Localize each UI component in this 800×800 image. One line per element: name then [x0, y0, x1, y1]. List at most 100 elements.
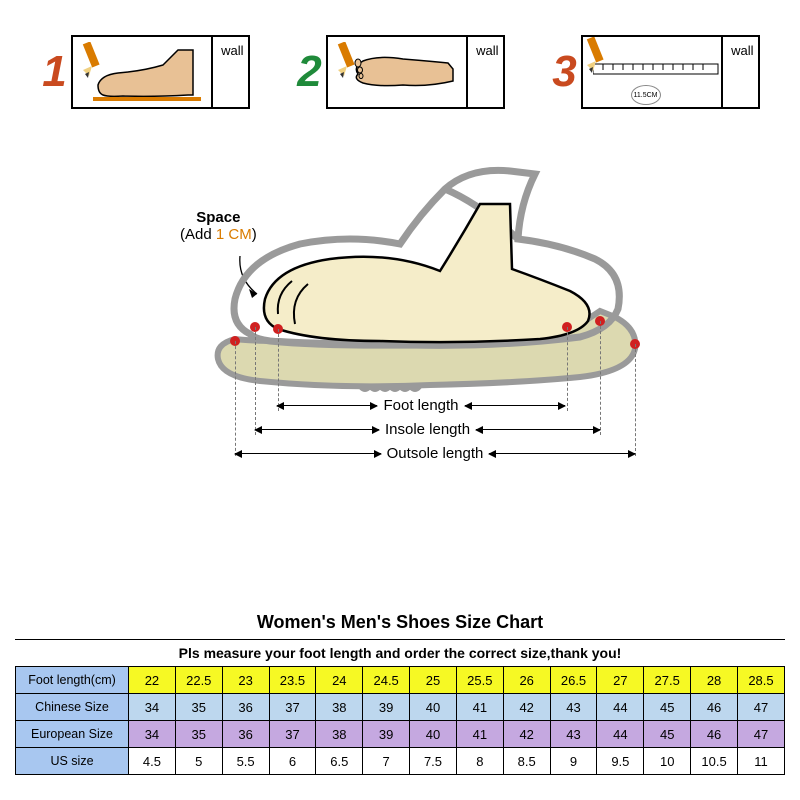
chart-subtitle: Pls measure your foot length and order t… — [15, 639, 785, 666]
size-cell: 34 — [129, 721, 176, 748]
size-cell: 39 — [363, 721, 410, 748]
insole-length-measure: Insole length — [255, 421, 600, 438]
size-cell: 45 — [644, 721, 691, 748]
row-label: Chinese Size — [16, 694, 129, 721]
chart-title: Women's Men's Shoes Size Chart — [15, 612, 785, 633]
insole-length-label: Insole length — [379, 421, 476, 438]
pencil-icon — [585, 37, 611, 77]
step-2: 2 wall — [296, 35, 505, 109]
foot-length-label: Foot length — [377, 397, 464, 414]
step-2-box: wall — [326, 35, 505, 109]
row-label: Foot length(cm) — [16, 667, 129, 694]
wall-line-icon — [721, 37, 723, 107]
ruler-icon — [593, 59, 721, 79]
size-cell: 47 — [737, 721, 784, 748]
table-row: Chinese Size3435363738394041424344454647 — [16, 694, 785, 721]
size-cell: 42 — [503, 694, 550, 721]
foot-top-icon — [348, 49, 463, 101]
size-table: Foot length(cm)2222.52323.52424.52525.52… — [15, 666, 785, 775]
size-chart: Women's Men's Shoes Size Chart Pls measu… — [15, 612, 785, 775]
size-cell: 10.5 — [691, 748, 738, 775]
size-cell: 7 — [363, 748, 410, 775]
guide-line — [235, 341, 236, 456]
table-row: European Size343536373839404142434445464… — [16, 721, 785, 748]
size-cell: 26.5 — [550, 667, 597, 694]
size-cell: 38 — [316, 694, 363, 721]
size-cell: 5 — [175, 748, 222, 775]
guide-line — [567, 327, 568, 411]
size-cell: 38 — [316, 721, 363, 748]
size-cell: 8 — [456, 748, 503, 775]
size-cell: 36 — [222, 721, 269, 748]
size-cell: 23.5 — [269, 667, 316, 694]
shoe-diagram: Space (Add 1 CM) Foot length — [140, 149, 660, 469]
size-cell: 41 — [456, 694, 503, 721]
size-cell: 47 — [737, 694, 784, 721]
size-cell: 34 — [129, 694, 176, 721]
step-3: 3 11.5CM wall — [551, 35, 760, 109]
size-cell: 35 — [175, 694, 222, 721]
foot-length-measure: Foot length — [277, 397, 565, 414]
step-number-1: 1 — [41, 47, 69, 97]
size-cell: 40 — [410, 694, 457, 721]
size-cell: 23 — [222, 667, 269, 694]
outsole-length-label: Outsole length — [381, 445, 490, 462]
size-cell: 37 — [269, 694, 316, 721]
size-cell: 28 — [691, 667, 738, 694]
row-label: European Size — [16, 721, 129, 748]
size-cell: 4.5 — [129, 748, 176, 775]
size-cell: 37 — [269, 721, 316, 748]
size-cell: 43 — [550, 721, 597, 748]
size-cell: 41 — [456, 721, 503, 748]
size-cell: 39 — [363, 694, 410, 721]
shoe-illustration-icon — [140, 149, 660, 399]
outsole-length-measure: Outsole length — [235, 445, 635, 462]
size-cell: 26 — [503, 667, 550, 694]
size-cell: 9.5 — [597, 748, 644, 775]
size-cell: 36 — [222, 694, 269, 721]
wall-label: wall — [221, 43, 243, 58]
size-cell: 25.5 — [456, 667, 503, 694]
size-cell: 42 — [503, 721, 550, 748]
size-cell: 44 — [597, 694, 644, 721]
size-cell: 40 — [410, 721, 457, 748]
size-cell: 22.5 — [175, 667, 222, 694]
size-cell: 7.5 — [410, 748, 457, 775]
wall-line-icon — [466, 37, 468, 107]
guide-line — [600, 321, 601, 435]
size-cell: 25 — [410, 667, 457, 694]
size-cell: 24.5 — [363, 667, 410, 694]
foot-side-icon — [93, 45, 208, 103]
size-cell: 46 — [691, 721, 738, 748]
measurement-circle: 11.5CM — [631, 85, 661, 105]
size-cell: 22 — [129, 667, 176, 694]
size-cell: 24 — [316, 667, 363, 694]
pencil-icon — [81, 42, 107, 82]
size-cell: 43 — [550, 694, 597, 721]
size-cell: 5.5 — [222, 748, 269, 775]
wall-line-icon — [211, 37, 213, 107]
table-row: US size4.555.566.577.588.599.51010.511 — [16, 748, 785, 775]
table-row: Foot length(cm)2222.52323.52424.52525.52… — [16, 667, 785, 694]
step-number-3: 3 — [551, 47, 579, 97]
step-3-box: 11.5CM wall — [581, 35, 760, 109]
size-cell: 35 — [175, 721, 222, 748]
guide-line — [635, 344, 636, 456]
size-cell: 46 — [691, 694, 738, 721]
size-cell: 6 — [269, 748, 316, 775]
size-cell: 11 — [737, 748, 784, 775]
wall-label: wall — [731, 43, 753, 58]
size-cell: 28.5 — [737, 667, 784, 694]
size-cell: 27 — [597, 667, 644, 694]
size-cell: 9 — [550, 748, 597, 775]
size-cell: 8.5 — [503, 748, 550, 775]
step-1: 1 wall — [41, 35, 250, 109]
step-1-box: wall — [71, 35, 250, 109]
size-cell: 10 — [644, 748, 691, 775]
size-cell: 27.5 — [644, 667, 691, 694]
size-cell: 44 — [597, 721, 644, 748]
size-cell: 6.5 — [316, 748, 363, 775]
measurement-steps: 1 wall 2 — [0, 0, 800, 129]
step-number-2: 2 — [296, 47, 324, 97]
row-label: US size — [16, 748, 129, 775]
